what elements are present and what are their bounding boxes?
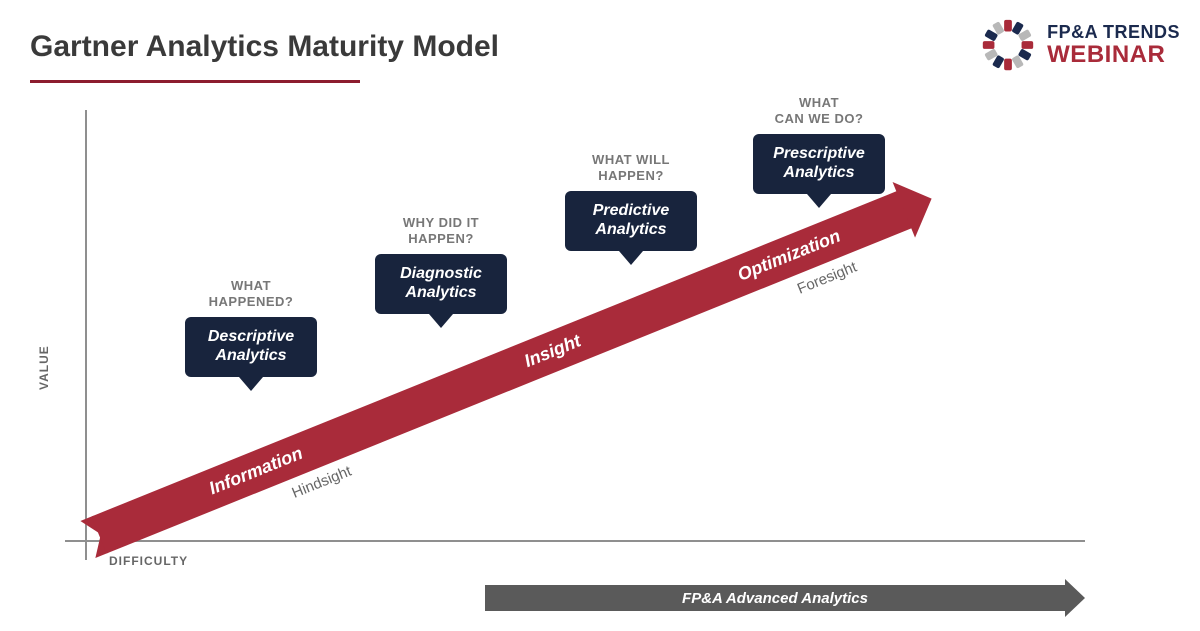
stage-question: WHAT HAPPENED?	[185, 278, 317, 311]
logo-line1: FP&A TRENDS	[1047, 23, 1180, 42]
advanced-analytics-arrow: FP&A Advanced Analytics	[485, 585, 1065, 611]
maturity-chart: VALUE DIFFICULTY InformationInsightOptim…	[65, 110, 1105, 570]
x-axis	[65, 540, 1085, 542]
y-axis	[85, 110, 87, 560]
stage: WHY DID IT HAPPEN? Diagnostic Analytics	[375, 215, 507, 314]
stage-name-box: Prescriptive Analytics	[753, 134, 885, 194]
stage-name-box: Predictive Analytics	[565, 191, 697, 251]
stage-name-box: Descriptive Analytics	[185, 317, 317, 377]
logo-line2: WEBINAR	[1047, 42, 1180, 67]
stage-name-box: Diagnostic Analytics	[375, 254, 507, 314]
stage: WHAT CAN WE DO? Prescriptive Analytics	[753, 95, 885, 194]
stage-question: WHY DID IT HAPPEN?	[375, 215, 507, 248]
y-axis-label: VALUE	[37, 345, 51, 390]
logo-swirl-icon	[977, 14, 1039, 76]
stage: WHAT HAPPENED? Descriptive Analytics	[185, 278, 317, 377]
stage-question: WHAT CAN WE DO?	[753, 95, 885, 128]
fpa-trends-logo: FP&A TRENDS WEBINAR	[977, 14, 1180, 76]
stage-question: WHAT WILL HAPPEN?	[565, 152, 697, 185]
page-title: Gartner Analytics Maturity Model	[30, 30, 499, 64]
stage: WHAT WILL HAPPEN? Predictive Analytics	[565, 152, 697, 251]
x-axis-label: DIFFICULTY	[109, 554, 188, 568]
advanced-analytics-label: FP&A Advanced Analytics	[682, 590, 868, 607]
title-underline	[30, 80, 360, 83]
logo-text: FP&A TRENDS WEBINAR	[1047, 23, 1180, 67]
